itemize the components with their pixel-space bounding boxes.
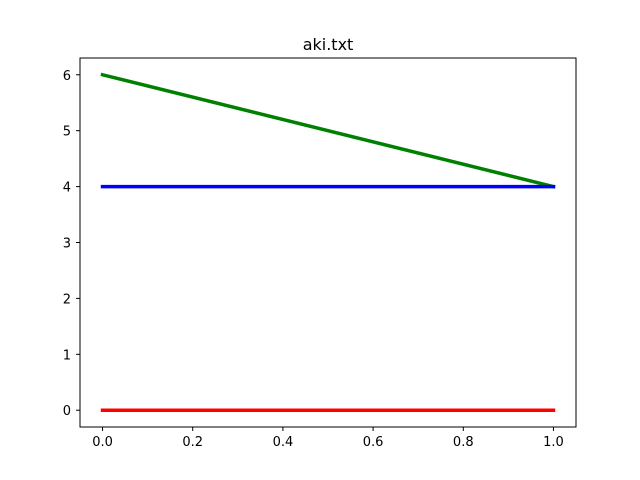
y-tick-label: 6: [63, 69, 71, 84]
axes-layer: 0.0 0.2 0.4 0.6 0.8 1.0 0 1 2 3 4 5 6: [63, 57, 577, 450]
x-tick-label: 0.8: [453, 435, 474, 450]
y-tick-label: 5: [63, 125, 71, 140]
x-tick-label: 0.4: [273, 435, 294, 450]
y-tick-label: 1: [63, 348, 71, 363]
y-tick-label: 2: [63, 292, 71, 307]
plot-frame: [79, 57, 577, 428]
series-layer: [100, 72, 556, 412]
x-tick-label: 0.2: [182, 435, 203, 450]
series-line-1: [100, 72, 556, 189]
x-tick-label: 1.0: [543, 435, 564, 450]
chart-title: aki.txt: [303, 35, 354, 54]
x-tick-label: 0.6: [363, 435, 384, 450]
y-tick-label: 0: [63, 404, 71, 419]
y-tick-label: 4: [63, 181, 71, 196]
y-tick-label: 3: [63, 237, 71, 252]
x-tick-label: 0.0: [92, 435, 113, 450]
